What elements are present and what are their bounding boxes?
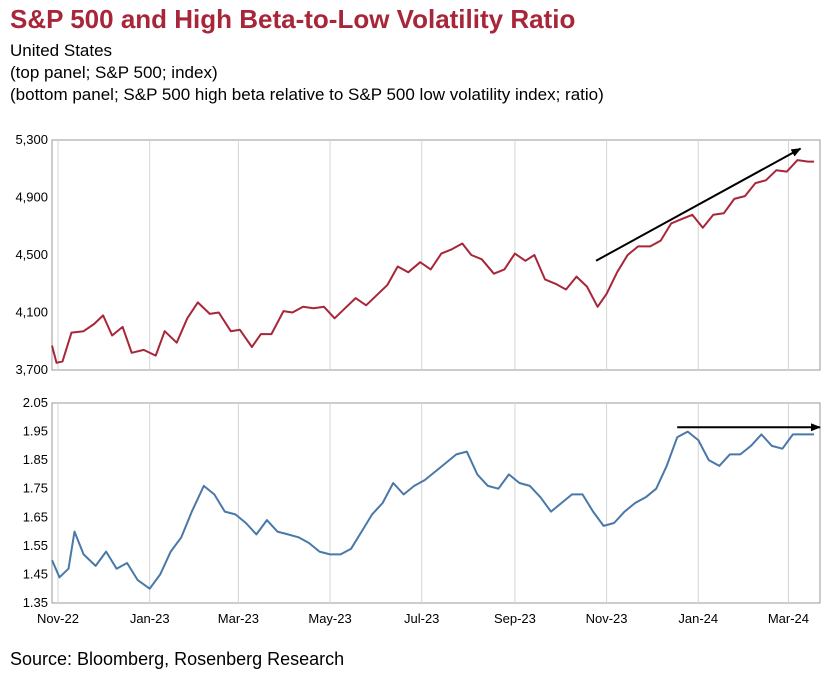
bottom-y-tick-label: 1.75	[23, 481, 48, 496]
bottom-y-tick-label: 1.85	[23, 452, 48, 467]
x-tick-label: Sep-23	[494, 611, 536, 626]
bottom-y-tick-label: 1.55	[23, 538, 48, 553]
x-tick-label: Mar-23	[218, 611, 259, 626]
top-y-tick-label: 5,300	[15, 132, 48, 147]
bottom-y-tick-label: 2.05	[23, 395, 48, 410]
top-y-tick-label: 3,700	[15, 362, 48, 377]
top-panel-sp500: 5,300 4,900 4,500 4,100 3,700	[15, 132, 821, 377]
x-tick-label: Jul-23	[404, 611, 439, 626]
top-series-line	[51, 159, 814, 364]
bottom-series-line	[51, 430, 814, 590]
x-tick-label: Nov-23	[586, 611, 628, 626]
x-tick-label: Nov-22	[37, 611, 79, 626]
bottom-y-tick-label: 1.45	[23, 566, 48, 581]
bottom-y-tick-label: 1.95	[23, 424, 48, 439]
x-tick-label: Jan-23	[130, 611, 170, 626]
top-y-tick-label: 4,100	[15, 305, 48, 320]
bottom-y-tick-label: 1.65	[23, 509, 48, 524]
chart-subtitle-bottom-panel: (bottom panel; S&P 500 high beta relativ…	[10, 85, 604, 104]
top-plot-frame	[51, 139, 821, 371]
x-tick-label: Jan-24	[678, 611, 718, 626]
chart-source: Source: Bloomberg, Rosenberg Research	[10, 649, 345, 669]
x-tick-label: Mar-24	[768, 611, 809, 626]
top-y-tick-label: 4,900	[15, 190, 48, 205]
chart-title: S&P 500 and High Beta-to-Low Volatility …	[10, 4, 576, 34]
bottom-panel-ratio: Nov-22 Jan-23 Mar-23 May-23 Jul-23 Sep-23 Nov-…	[23, 395, 821, 626]
bottom-y-tick-label: 1.35	[23, 595, 48, 610]
bottom-plot-frame	[51, 402, 821, 604]
chart-subtitle-country: United States	[10, 41, 113, 60]
top-trend-arrow	[595, 147, 802, 262]
chart-subtitle-top-panel: (top panel; S&P 500; index)	[10, 63, 218, 82]
top-y-tick-label: 4,500	[15, 247, 48, 262]
x-tick-label: May-23	[308, 611, 351, 626]
